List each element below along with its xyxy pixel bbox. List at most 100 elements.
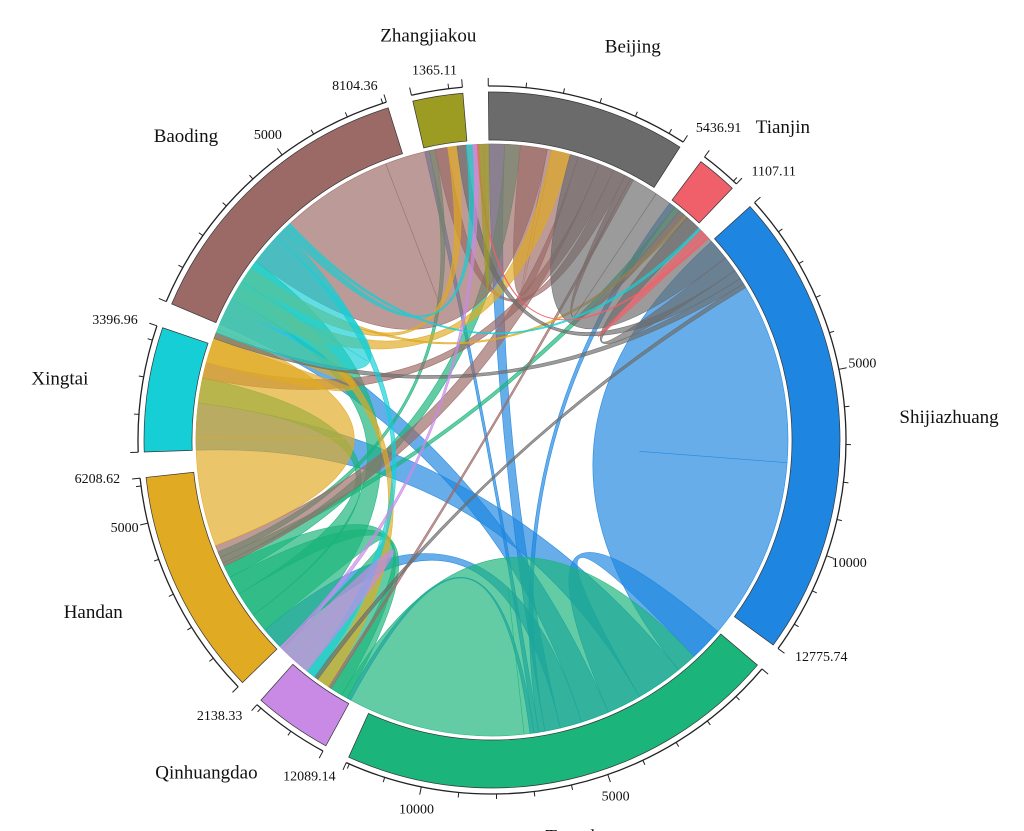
tick-end-xingtai <box>149 322 158 327</box>
node-label-tianjin: Tianjin <box>756 117 811 138</box>
total-label-handan: 6208.62 <box>75 472 121 487</box>
label-layer: 5436.91 Beijing 1107.11 Tianjin 5000 10000 127… <box>31 25 999 831</box>
tick-handan-0 <box>232 686 239 693</box>
tick-tangshan-11000 <box>382 777 386 783</box>
tick-shijiazhuang-5000 <box>838 367 847 370</box>
tick-xingtai-2000 <box>138 375 144 378</box>
ribbon-beijing-to-zhangjiakou <box>456 144 741 337</box>
tick-end-tangshan <box>342 762 347 771</box>
tick-shijiazhuang-11000 <box>812 590 817 594</box>
tick-handan-3000 <box>168 593 174 597</box>
node-label-baoding: Baoding <box>154 126 219 147</box>
node-label-tangshan: Tangshan <box>545 826 618 831</box>
tick-tangshan-3000 <box>675 742 680 747</box>
tick-baoding-0 <box>158 297 167 303</box>
tick-end-shijiazhuang <box>777 648 785 654</box>
tick-baoding-1000 <box>178 264 184 269</box>
tick-end-zhangjiakou <box>461 79 463 88</box>
tick-end-beijing <box>682 135 688 143</box>
tick-handan-4000 <box>153 558 159 562</box>
arc-xingtai <box>143 327 209 453</box>
node-label-beijing: Beijing <box>605 36 661 57</box>
tick-xingtai-3000 <box>147 338 153 341</box>
tick-baoding-8000 <box>380 98 384 104</box>
tick-shijiazhuang-3000 <box>815 294 821 298</box>
tick-tangshan-6000 <box>570 784 574 790</box>
tick-tangshan-2000 <box>706 720 711 726</box>
tick-beijing-5000 <box>668 128 673 134</box>
tick-baoding-4000 <box>249 174 254 180</box>
ribbon-zhangjiakou-to-zhangjiakou <box>478 143 490 293</box>
tick-label-shijiazhuang-5000: 5000 <box>848 357 876 372</box>
tick-zhangjiakou-1000 <box>447 83 450 89</box>
arc-shijiazhuang <box>713 206 841 646</box>
tick-tangshan-0 <box>761 668 769 675</box>
tick-tangshan-7000 <box>533 791 536 797</box>
axis-handan <box>139 478 239 688</box>
axis-beijing <box>488 85 684 143</box>
tick-beijing-4000 <box>634 111 638 117</box>
tick-tangshan-1000 <box>735 696 740 701</box>
total-label-tianjin: 1107.11 <box>751 165 795 180</box>
tick-end-baoding <box>383 94 387 103</box>
tick-baoding-3000 <box>222 202 227 207</box>
tick-tangshan-10000 <box>419 786 422 795</box>
arc-zhangjiakou <box>412 92 468 149</box>
tick-tianjin-0 <box>704 150 710 158</box>
tick-label-tangshan-10000: 10000 <box>399 803 434 818</box>
ribbon-layer <box>195 143 789 737</box>
arc-tianjin <box>671 161 733 224</box>
ribbon-qinhuangdao-to-zhangjiakou <box>279 144 479 651</box>
total-label-qinhuangdao: 2138.33 <box>197 709 243 724</box>
ribbon-tangshan-to-tangshan <box>341 556 695 737</box>
tick-baoding-2000 <box>198 232 204 237</box>
node-label-qinhuangdao: Qinhuangdao <box>155 762 257 783</box>
tick-qinhuangdao-0 <box>318 750 324 759</box>
tick-qinhuangdao-1000 <box>287 730 292 736</box>
tick-label-shijiazhuang-10000: 10000 <box>832 556 867 571</box>
tick-tangshan-4000 <box>642 760 646 766</box>
arc-handan <box>145 471 278 684</box>
arc-beijing <box>488 91 681 189</box>
tick-zhangjiakou-0 <box>409 87 412 96</box>
node-label-handan: Handan <box>64 602 124 623</box>
tick-beijing-2000 <box>562 88 565 94</box>
tick-end-qinhuangdao <box>251 704 258 712</box>
ribbon-xingtai-to-xingtai <box>215 236 372 370</box>
tick-shijiazhuang-4000 <box>829 330 835 334</box>
tick-handan-1000 <box>209 657 214 662</box>
tick-handan-6000 <box>135 485 142 488</box>
tick-shijiazhuang-1000 <box>778 228 783 233</box>
total-label-baoding: 8104.36 <box>332 79 378 94</box>
ribbon-qinhuangdao-to-qinhuangdao <box>282 549 395 672</box>
tick-label-baoding-5000: 5000 <box>254 128 282 143</box>
axis-qinhuangdao <box>256 704 324 752</box>
tick-handan-2000 <box>187 626 192 631</box>
total-label-zhangjiakou: 1365.11 <box>412 64 457 79</box>
axis-tangshan <box>345 668 763 795</box>
ribbon-xingtai-to-qinhuangdao <box>276 229 397 678</box>
tick-shijiazhuang-2000 <box>798 260 804 265</box>
tick-handan-5000 <box>140 522 149 526</box>
ribbon-beijing-to-beijing <box>550 154 726 329</box>
tick-shijiazhuang-0 <box>754 196 761 203</box>
arc-tangshan <box>348 633 758 789</box>
tick-label-tangshan-5000: 5000 <box>602 789 630 804</box>
tick-tangshan-12000 <box>346 763 350 769</box>
ribbon-tangshan-to-qinhuangdao <box>229 529 400 699</box>
tick-end-tianjin <box>736 177 743 185</box>
tick-label-handan-5000: 5000 <box>111 521 139 536</box>
ribbon-beijing-to-xingtai <box>213 278 744 379</box>
node-label-xingtai: Xingtai <box>31 369 88 390</box>
axis-xingtai <box>137 325 158 453</box>
total-label-xingtai: 3396.96 <box>92 313 138 328</box>
arc-baoding <box>171 107 403 324</box>
tick-qinhuangdao-2000 <box>257 707 262 713</box>
tick-end-handan <box>132 477 141 480</box>
total-label-shijiazhuang: 12775.74 <box>795 650 848 665</box>
tick-beijing-3000 <box>599 97 603 104</box>
tick-shijiazhuang-9000 <box>836 518 842 522</box>
tick-baoding-7000 <box>344 112 348 118</box>
total-label-tangshan: 12089.14 <box>283 769 336 784</box>
